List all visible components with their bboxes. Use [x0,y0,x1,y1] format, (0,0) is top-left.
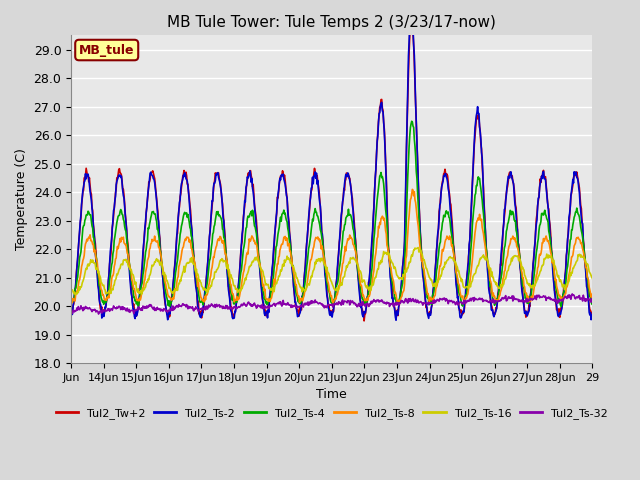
Y-axis label: Temperature (C): Temperature (C) [15,148,28,250]
Text: MB_tule: MB_tule [79,44,134,57]
X-axis label: Time: Time [316,388,347,401]
Title: MB Tule Tower: Tule Temps 2 (3/23/17-now): MB Tule Tower: Tule Temps 2 (3/23/17-now… [167,15,496,30]
Legend: Tul2_Tw+2, Tul2_Ts-2, Tul2_Ts-4, Tul2_Ts-8, Tul2_Ts-16, Tul2_Ts-32: Tul2_Tw+2, Tul2_Ts-2, Tul2_Ts-4, Tul2_Ts… [51,403,612,423]
